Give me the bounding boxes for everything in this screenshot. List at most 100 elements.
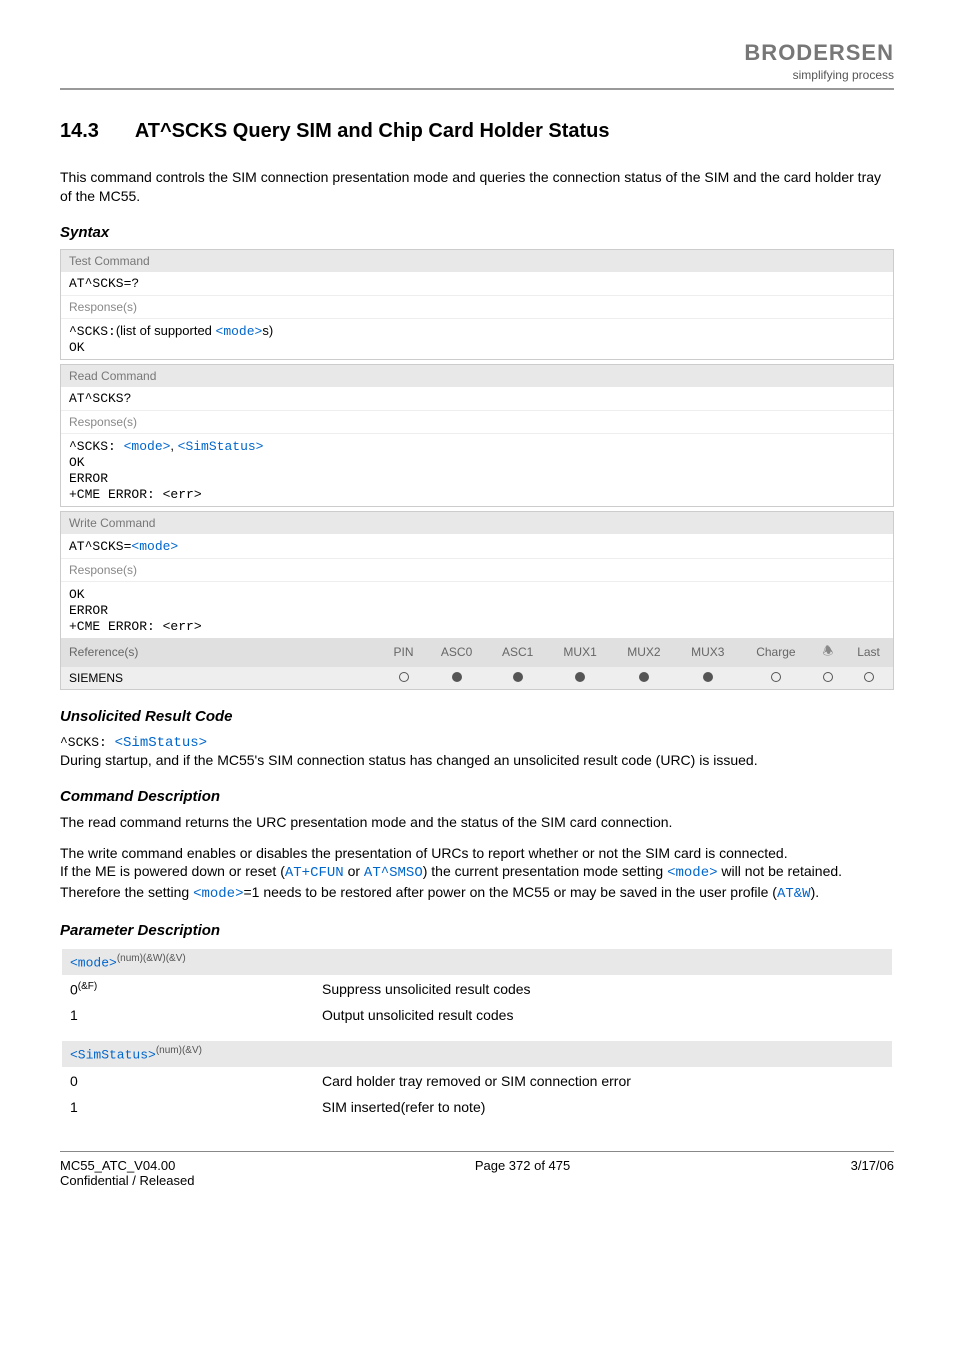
- urc-text: During startup, and if the MC55's SIM co…: [60, 751, 894, 770]
- brand-tagline: simplifying process: [793, 68, 894, 82]
- param-simstatus-row1-val: 1: [62, 1095, 312, 1119]
- write-resp-error: ERROR: [69, 603, 108, 618]
- ref-col-asc1: ASC1: [487, 638, 548, 667]
- param-desc-heading: Parameter Description: [60, 922, 894, 939]
- test-resp-ok: OK: [69, 340, 85, 355]
- param-mode-name: <mode>: [70, 956, 117, 971]
- footer-confidentiality: Confidential / Released: [60, 1173, 194, 1188]
- read-response-lines: ^SCKS: <mode>, <SimStatus> OK ERROR +CME…: [61, 433, 893, 506]
- test-resp-text: (list of supported: [116, 323, 216, 338]
- test-command-block: Test Command AT^SCKS=? Response(s) ^SCKS…: [60, 249, 894, 360]
- test-resp-prefix: ^SCKS:: [69, 324, 116, 339]
- ref-dot-ring: [812, 667, 844, 689]
- page-header: BRODERSEN simplifying process: [60, 40, 894, 90]
- read-command-cmd: AT^SCKS?: [61, 387, 893, 410]
- ref-col-mux1: MUX1: [548, 638, 612, 667]
- cmd-desc-p1: The read command returns the URC present…: [60, 813, 894, 832]
- read-resp-prefix: ^SCKS:: [69, 439, 124, 454]
- page-footer: MC55_ATC_V04.00 Confidential / Released …: [60, 1151, 894, 1188]
- ref-dot-mux2: [612, 667, 676, 689]
- read-resp-ok: OK: [69, 455, 85, 470]
- write-resp-ok: OK: [69, 587, 85, 602]
- param-simstatus-name: <SimStatus>: [70, 1048, 156, 1063]
- ref-col-pin: PIN: [381, 638, 426, 667]
- link-atcfun[interactable]: AT+CFUN: [285, 865, 344, 881]
- read-command-header: Read Command: [61, 365, 893, 387]
- ref-dot-mux1: [548, 667, 612, 689]
- read-resp-sep: ,: [170, 438, 177, 453]
- test-response-line: ^SCKS:(list of supported <mode>s) OK: [61, 318, 893, 359]
- param-simstatus-row1-desc: SIM inserted(refer to note): [314, 1095, 892, 1119]
- cmd-desc-p2: The write command enables or disables th…: [60, 844, 894, 905]
- param-simstatus-header: <SimStatus>(num)(&V): [62, 1041, 892, 1066]
- test-command-header: Test Command: [61, 250, 893, 272]
- read-resp-p1: <mode>: [124, 439, 171, 454]
- param-simstatus-row0-desc: Card holder tray removed or SIM connecti…: [314, 1069, 892, 1093]
- ref-dot-pin: [381, 667, 426, 689]
- param-mode-header: <mode>(num)(&W)(&V): [62, 949, 892, 974]
- param-simstatus-row0-val: 0: [62, 1069, 312, 1093]
- reference-table: Reference(s) PIN ASC0 ASC1 MUX1 MUX2 MUX…: [61, 638, 893, 689]
- read-resp-error: ERROR: [69, 471, 108, 486]
- ref-col-last: Last: [844, 638, 893, 667]
- read-resp-p2: <SimStatus>: [178, 439, 264, 454]
- ref-dot-asc1: [487, 667, 548, 689]
- param-simstatus-table: <SimStatus>(num)(&V) 0 Card holder tray …: [60, 1039, 894, 1120]
- link-atw[interactable]: AT&W: [777, 886, 811, 902]
- param-simstatus-sup: (num)(&V): [156, 1045, 202, 1056]
- ref-col-asc0: ASC0: [426, 638, 487, 667]
- ref-col-mux3: MUX3: [676, 638, 740, 667]
- ref-header-label: Reference(s): [61, 638, 381, 667]
- write-response-lines: OK ERROR +CME ERROR: <err>: [61, 581, 893, 638]
- section-number: 14.3: [60, 120, 130, 143]
- footer-page-number: Page 372 of 475: [475, 1158, 570, 1188]
- cmd-desc-mid: ) the current presentation mode setting: [423, 863, 667, 879]
- write-command-header: Write Command: [61, 512, 893, 534]
- param-mode-sup: (num)(&W)(&V): [117, 953, 186, 964]
- param-mode-row1-desc: Output unsolicited result codes: [314, 1003, 892, 1027]
- section-title-text: AT^SCKS Query SIM and Chip Card Holder S…: [135, 120, 610, 142]
- param-mode-table: <mode>(num)(&W)(&V) 0(&F) Suppress unsol…: [60, 947, 894, 1029]
- read-command-block: Read Command AT^SCKS? Response(s) ^SCKS:…: [60, 364, 894, 507]
- write-command-block: Write Command AT^SCKS=<mode> Response(s)…: [60, 511, 894, 690]
- footer-doc-id: MC55_ATC_V04.00: [60, 1158, 194, 1173]
- write-cmd-prefix: AT^SCKS=: [69, 539, 131, 554]
- section-title: 14.3 AT^SCKS Query SIM and Chip Card Hol…: [60, 120, 894, 143]
- syntax-heading: Syntax: [60, 224, 894, 241]
- brand-logo: BRODERSEN: [744, 40, 894, 66]
- ref-dot-charge: [740, 667, 812, 689]
- ref-dot-mux3: [676, 667, 740, 689]
- urc-heading: Unsolicited Result Code: [60, 708, 894, 725]
- test-command-cmd: AT^SCKS=?: [61, 272, 893, 295]
- intro-paragraph: This command controls the SIM connection…: [60, 168, 894, 206]
- ref-col-charge: Charge: [740, 638, 812, 667]
- cmd-desc-end2: ).: [811, 884, 820, 900]
- param-mode-row1-val: 1: [62, 1003, 312, 1027]
- write-responses-label: Response(s): [61, 558, 893, 581]
- cmd-desc-heading: Command Description: [60, 788, 894, 805]
- ref-vendor: SIEMENS: [61, 667, 381, 689]
- read-responses-label: Response(s): [61, 410, 893, 433]
- ref-col-mux2: MUX2: [612, 638, 676, 667]
- urc-param: <SimStatus>: [115, 735, 207, 751]
- cmd-desc-p2a: The write command enables or disables th…: [60, 845, 788, 861]
- cmd-desc-end1: =1 needs to be restored after power on t…: [244, 884, 777, 900]
- footer-date: 3/17/06: [851, 1158, 894, 1188]
- cmd-desc-or: or: [344, 863, 364, 879]
- link-atsmso[interactable]: AT^SMSO: [364, 865, 423, 881]
- urc-line: ^SCKS: <SimStatus>: [60, 733, 894, 751]
- param-mode-row0-desc: Suppress unsolicited result codes: [314, 977, 892, 1002]
- ref-dot-asc0: [426, 667, 487, 689]
- ref-dot-last: [844, 667, 893, 689]
- write-command-cmd: AT^SCKS=<mode>: [61, 534, 893, 558]
- ref-col-ring-icon: 🕭: [812, 638, 844, 667]
- test-resp-suffix: s): [262, 323, 273, 338]
- test-resp-param: <mode>: [216, 324, 263, 339]
- cmd-desc-mode2: <mode>: [193, 886, 243, 902]
- test-responses-label: Response(s): [61, 295, 893, 318]
- read-resp-cme: +CME ERROR: <err>: [69, 487, 202, 502]
- cmd-desc-mode1: <mode>: [667, 865, 717, 881]
- param-mode-row0-val: 0(&F): [62, 977, 312, 1002]
- urc-prefix: ^SCKS:: [60, 735, 115, 750]
- cmd-desc-p2b-pre: If the ME is powered down or reset (: [60, 863, 285, 879]
